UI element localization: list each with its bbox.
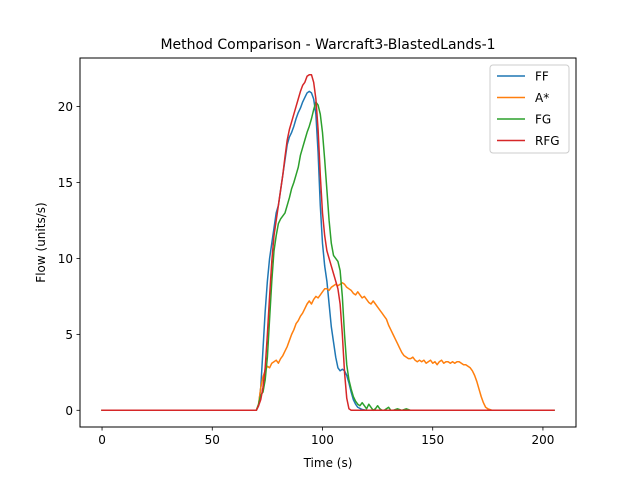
y-tick-label: 10 — [58, 252, 73, 266]
x-tick-label: 200 — [531, 433, 554, 447]
y-tick-label: 0 — [65, 404, 73, 418]
x-tick-label: 100 — [311, 433, 334, 447]
legend-label: A* — [535, 91, 549, 105]
series-line-ff — [101, 90, 555, 412]
legend-label: FF — [535, 70, 549, 84]
y-tick-label: 5 — [65, 328, 73, 342]
y-axis-label: Flow (units/s) — [34, 202, 48, 282]
legend: FF A* FG RFG — [489, 64, 570, 154]
plot-area — [79, 57, 577, 428]
chart-title: Method Comparison - Warcraft3-BlastedLan… — [160, 37, 495, 53]
y-tick-label: 20 — [58, 100, 73, 114]
series-layer — [101, 73, 555, 412]
series-line-fg — [101, 101, 555, 412]
y-axis: 0 5 10 15 20 — [58, 100, 80, 418]
plot-frame — [79, 57, 577, 428]
series-line-rfg — [101, 73, 555, 412]
x-tick-label: 0 — [98, 433, 106, 447]
legend-label: RFG — [535, 134, 560, 148]
legend-box — [489, 64, 570, 154]
x-axis: 0 50 100 150 200 — [98, 427, 554, 447]
x-tick-label: 50 — [205, 433, 220, 447]
y-tick-label: 15 — [58, 176, 73, 190]
x-tick-label: 150 — [421, 433, 444, 447]
legend-label: FG — [535, 113, 551, 127]
x-axis-label: Time (s) — [303, 456, 353, 470]
series-line-a-star — [101, 281, 555, 412]
